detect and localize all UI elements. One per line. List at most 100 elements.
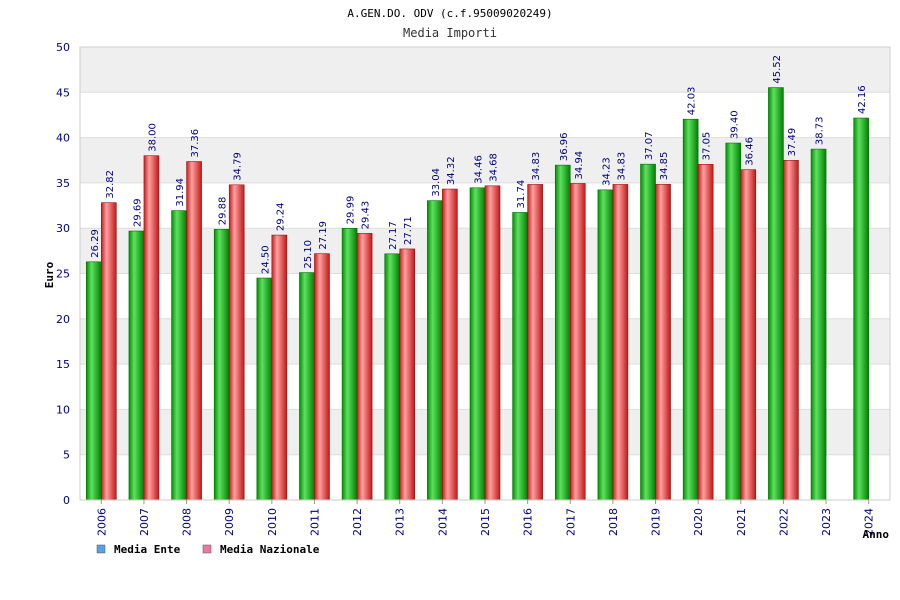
y-tick-label: 40 [56, 132, 70, 145]
chart-title: A.GEN.DO. ODV (c.f.95009020249) [347, 7, 552, 20]
x-tick-label-2011: 2011 [308, 508, 321, 536]
bar-media-ente-2011 [299, 272, 315, 501]
bar-media-ente-2022 [768, 87, 784, 501]
data-label-media-ente-2023: 38.73 [815, 116, 826, 145]
x-tick-label-2007: 2007 [138, 508, 151, 536]
bar-media-nazionale-2011 [314, 253, 330, 501]
x-tick-label-2022: 2022 [777, 508, 790, 536]
bar-media-ente-2006 [86, 261, 102, 501]
bar-media-ente-2021 [725, 142, 742, 501]
bar-media-ente-2008 [171, 210, 187, 501]
data-label-media-ente-2024: 42.16 [857, 85, 868, 114]
bar-media-nazionale-2006 [101, 202, 117, 501]
bar-media-nazionale-2015 [484, 185, 501, 501]
data-label-media-ente-2019: 37.07 [644, 132, 655, 161]
bar-media-ente-2014 [427, 200, 443, 501]
bar-media-ente-2015 [469, 187, 486, 501]
bar-media-nazionale-2013 [399, 248, 416, 501]
bar-media-nazionale-2019 [655, 183, 671, 501]
bar-media-nazionale-2018 [612, 184, 629, 501]
data-label-media-ente-2014: 33.04 [431, 168, 442, 197]
legend-swatch-media-nazionale [202, 544, 212, 554]
bar-media-nazionale-2009 [228, 184, 245, 501]
x-tick-label-2023: 2023 [820, 508, 833, 536]
bar-media-ente-2010 [256, 277, 273, 501]
y-axis-label: Euro [43, 261, 56, 288]
data-label-media-ente-2015: 34.46 [474, 155, 485, 184]
x-tick-label-2014: 2014 [436, 508, 449, 536]
y-tick-label: 5 [63, 449, 70, 462]
data-label-media-ente-2010: 24.50 [260, 245, 271, 274]
bar-media-ente-2024 [853, 117, 869, 501]
bar-media-ente-2009 [213, 228, 230, 501]
data-label-media-nazionale-2006: 32.82 [105, 170, 116, 199]
data-label-media-nazionale-2017: 34.94 [574, 151, 585, 180]
y-tick-label: 15 [56, 358, 70, 371]
data-label-media-ente-2006: 26.29 [90, 229, 101, 258]
bar-media-nazionale-2016 [527, 184, 543, 501]
bar-media-nazionale-2021 [740, 169, 757, 501]
x-tick-label-2016: 2016 [522, 508, 535, 536]
data-label-media-nazionale-2011: 27.19 [318, 221, 329, 250]
bar-media-ente-2019 [640, 163, 656, 501]
data-label-media-ente-2008: 31.94 [175, 178, 186, 207]
data-label-media-nazionale-2014: 34.32 [446, 156, 457, 185]
bar-media-ente-2023 [810, 148, 827, 501]
y-tick-label: 50 [56, 41, 70, 54]
data-label-media-ente-2012: 29.99 [346, 196, 357, 225]
data-labels: 26.29 32.82 29.69 38.00 31.94 37.36 29.88 34.79… [90, 55, 868, 274]
data-label-media-nazionale-2010: 29.24 [275, 202, 286, 231]
x-tick-label-2008: 2008 [181, 508, 194, 536]
chart-subtitle: Media Importi [403, 26, 497, 40]
bar-media-nazionale-2007 [143, 155, 160, 501]
background-band [80, 92, 890, 138]
y-tick-label: 25 [56, 268, 70, 281]
x-tick-label-2019: 2019 [650, 508, 663, 536]
x-tick-label-2013: 2013 [394, 508, 407, 536]
data-label-media-nazionale-2018: 34.83 [616, 152, 627, 181]
x-tick-label-2015: 2015 [479, 508, 492, 536]
y-tick-label: 30 [56, 222, 70, 235]
legend: Media Ente Media Nazionale [96, 543, 320, 556]
data-label-media-nazionale-2009: 34.79 [233, 152, 244, 181]
background-band [80, 47, 890, 93]
y-tick-label: 20 [56, 313, 70, 326]
data-label-media-ente-2007: 29.69 [132, 198, 143, 227]
bar-media-ente-2012 [341, 227, 358, 501]
bars [86, 87, 869, 501]
data-label-media-nazionale-2015: 34.68 [489, 153, 500, 182]
bar-media-nazionale-2008 [186, 161, 202, 501]
x-tick-label-2018: 2018 [607, 508, 620, 536]
x-tick-label-2020: 2020 [692, 508, 705, 536]
x-tick-label-2010: 2010 [266, 508, 279, 536]
x-tick-label-2006: 2006 [95, 508, 108, 536]
x-tick-label-2021: 2021 [735, 508, 748, 536]
data-label-media-ente-2016: 31.74 [516, 180, 527, 209]
data-label-media-nazionale-2022: 37.49 [787, 128, 798, 157]
data-label-media-ente-2017: 36.96 [559, 133, 570, 162]
bar-media-ente-2017 [554, 164, 571, 501]
bar-media-nazionale-2010 [271, 234, 288, 501]
data-label-media-ente-2020: 42.03 [687, 87, 698, 116]
bar-media-ente-2020 [682, 118, 699, 501]
bar-media-ente-2013 [384, 253, 401, 501]
x-tick-label-2009: 2009 [223, 508, 236, 536]
bar-media-ente-2007 [128, 230, 145, 501]
y-tick-label: 0 [63, 494, 70, 507]
data-label-media-nazionale-2020: 37.05 [702, 132, 713, 161]
data-label-media-ente-2013: 27.17 [388, 221, 399, 250]
y-tick-label: 35 [56, 177, 70, 190]
data-label-media-nazionale-2021: 36.46 [744, 137, 755, 166]
bar-media-nazionale-2017 [569, 183, 586, 501]
data-label-media-ente-2018: 34.23 [601, 157, 612, 186]
x-tick-label-2012: 2012 [351, 508, 364, 536]
y-tick-label: 10 [56, 403, 70, 416]
data-label-media-nazionale-2008: 37.36 [190, 129, 201, 158]
legend-swatch-media-ente [96, 544, 106, 554]
bar-media-ente-2018 [597, 189, 614, 501]
data-label-media-ente-2009: 29.88 [218, 197, 229, 226]
bar-media-nazionale-2022 [783, 160, 799, 501]
data-label-media-nazionale-2019: 34.85 [659, 152, 670, 181]
